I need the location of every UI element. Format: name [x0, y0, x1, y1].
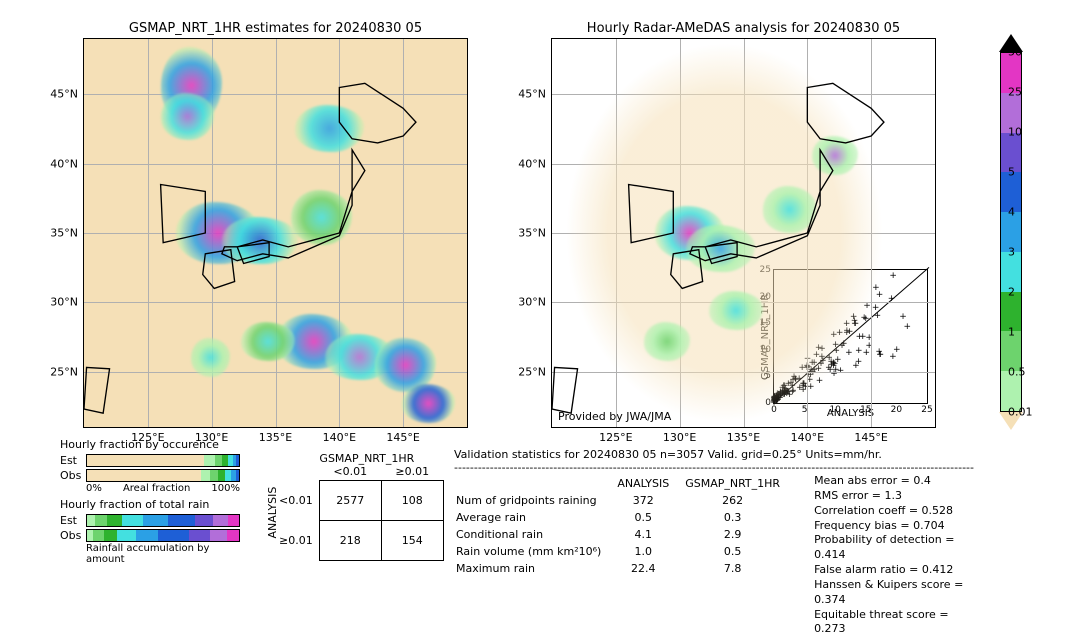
validation-cell: 262	[685, 493, 794, 508]
lat-tick: 45°N	[50, 88, 84, 101]
fraction-rain-title: Hourly fraction of total rain	[60, 498, 240, 511]
validation-stat: Correlation coeff = 0.528	[814, 504, 974, 519]
validation-cell: Conditional rain	[456, 527, 615, 542]
fraction-bar	[86, 514, 240, 527]
fraction-bars: Hourly fraction by occurence Est Obs 0% A…	[60, 438, 240, 565]
lon-tick: 130°E	[663, 427, 696, 444]
validation-table: ANALYSISGSMAP_NRT_1HRNum of gridpoints r…	[454, 474, 796, 578]
validation-cell: 0.5	[617, 510, 683, 525]
validation-cell: 7.8	[685, 561, 794, 576]
colorbar-tick: 10	[1000, 126, 1022, 139]
validation-stat: Probability of detection = 0.414	[814, 533, 974, 563]
lat-tick: 35°N	[518, 227, 552, 240]
validation-stat: False alarm ratio = 0.412	[814, 563, 974, 578]
colorbar-tick: 50	[1000, 46, 1022, 59]
colorbar-tick: 4	[1000, 206, 1015, 219]
validation-title: Validation statistics for 20240830 05 n=…	[454, 448, 974, 461]
validation-stat: Frequency bias = 0.704	[814, 519, 974, 534]
validation-cell: Rain volume (mm km²10⁶)	[456, 544, 615, 559]
lat-tick: 40°N	[50, 157, 84, 170]
validation-cell: Num of gridpoints raining	[456, 493, 615, 508]
contingency-cell: 108	[381, 481, 443, 521]
accum-label: Rainfall accumulation by amount	[86, 543, 240, 565]
radar-map-title: Hourly Radar-AMeDAS analysis for 2024083…	[552, 21, 935, 36]
validation-cell: 0.5	[685, 544, 794, 559]
fraction-bar	[86, 454, 240, 467]
lat-tick: 25°N	[50, 365, 84, 378]
lat-tick: 30°N	[518, 296, 552, 309]
axis-100: 100%	[211, 483, 240, 494]
colorbar-tick: 3	[1000, 246, 1015, 259]
colorbar-tick: 1	[1000, 326, 1015, 339]
colorbar-tick: 5	[1000, 166, 1015, 179]
lon-tick: 145°E	[386, 427, 419, 444]
lon-tick: 125°E	[599, 427, 632, 444]
validation-cell: 2.9	[685, 527, 794, 542]
validation-cell: 372	[617, 493, 683, 508]
lon-tick: 140°E	[323, 427, 356, 444]
lat-tick: 30°N	[50, 296, 84, 309]
contingency-table: GSMAP_NRT_1HR ANALYSIS<0.01≥0.01<0.01257…	[262, 452, 444, 561]
validation-cell: 22.4	[617, 561, 683, 576]
radar-map-panel: Hourly Radar-AMeDAS analysis for 2024083…	[551, 38, 936, 428]
gsmap-map-panel: GSMAP_NRT_1HR estimates for 20240830 05 …	[83, 38, 468, 428]
validation-divider: ----------------------------------------…	[454, 461, 974, 474]
validation-cell: 1.0	[617, 544, 683, 559]
lat-tick: 40°N	[518, 157, 552, 170]
lat-tick: 25°N	[518, 365, 552, 378]
colorbar-tick: 2	[1000, 286, 1015, 299]
validation-cell: 0.3	[685, 510, 794, 525]
contingency-grid: ANALYSIS<0.01≥0.01<0.012577108≥0.0121815…	[262, 465, 444, 561]
lat-tick: 35°N	[50, 227, 84, 240]
gsmap-map-title: GSMAP_NRT_1HR estimates for 20240830 05	[84, 21, 467, 36]
fraction-occ-title: Hourly fraction by occurence	[60, 438, 240, 451]
validation-cell: Maximum rain	[456, 561, 615, 576]
fraction-row-label: Est	[60, 454, 86, 467]
colorbar-tick: 25	[1000, 86, 1022, 99]
contingency-cell: 2577	[319, 481, 381, 521]
validation-stat: Mean abs error = 0.4	[814, 474, 974, 489]
lon-tick: 145°E	[854, 427, 887, 444]
lon-tick: 140°E	[791, 427, 824, 444]
validation-cell: Average rain	[456, 510, 615, 525]
axis-label: Areal fraction	[123, 483, 190, 494]
contingency-cell: 218	[319, 521, 381, 561]
fraction-accum-title: Rainfall accumulation by amount	[60, 543, 240, 565]
validation-stat: Hanssen & Kuipers score = 0.374	[814, 578, 974, 608]
validation-stat: RMS error = 1.3	[814, 489, 974, 504]
colorbar-tick: 0.5	[1000, 366, 1026, 379]
validation-stats-list: Mean abs error = 0.4RMS error = 1.3Corre…	[814, 474, 974, 637]
colorbar-tick: 0.01	[1000, 406, 1033, 419]
lon-tick: 135°E	[727, 427, 760, 444]
fraction-row-label: Obs	[60, 469, 86, 482]
fraction-rain-rows: Est Obs	[60, 513, 240, 542]
lat-tick: 45°N	[518, 88, 552, 101]
lon-tick: 135°E	[259, 427, 292, 444]
fraction-occ-axis: 0% Areal fraction 100%	[60, 483, 240, 494]
fraction-row-label: Est	[60, 514, 86, 527]
axis-0: 0%	[86, 483, 102, 494]
validation-cell: 4.1	[617, 527, 683, 542]
colorbar-body	[1000, 52, 1022, 412]
fraction-bar	[86, 469, 240, 482]
fraction-row-label: Obs	[60, 529, 86, 542]
fraction-bar	[86, 529, 240, 542]
validation-stat: Equitable threat score = 0.273	[814, 608, 974, 637]
fraction-occ-rows: Est Obs	[60, 453, 240, 482]
contingency-cell: 154	[381, 521, 443, 561]
validation-block: Validation statistics for 20240830 05 n=…	[454, 448, 974, 637]
contingency-top-label: GSMAP_NRT_1HR	[262, 452, 444, 465]
